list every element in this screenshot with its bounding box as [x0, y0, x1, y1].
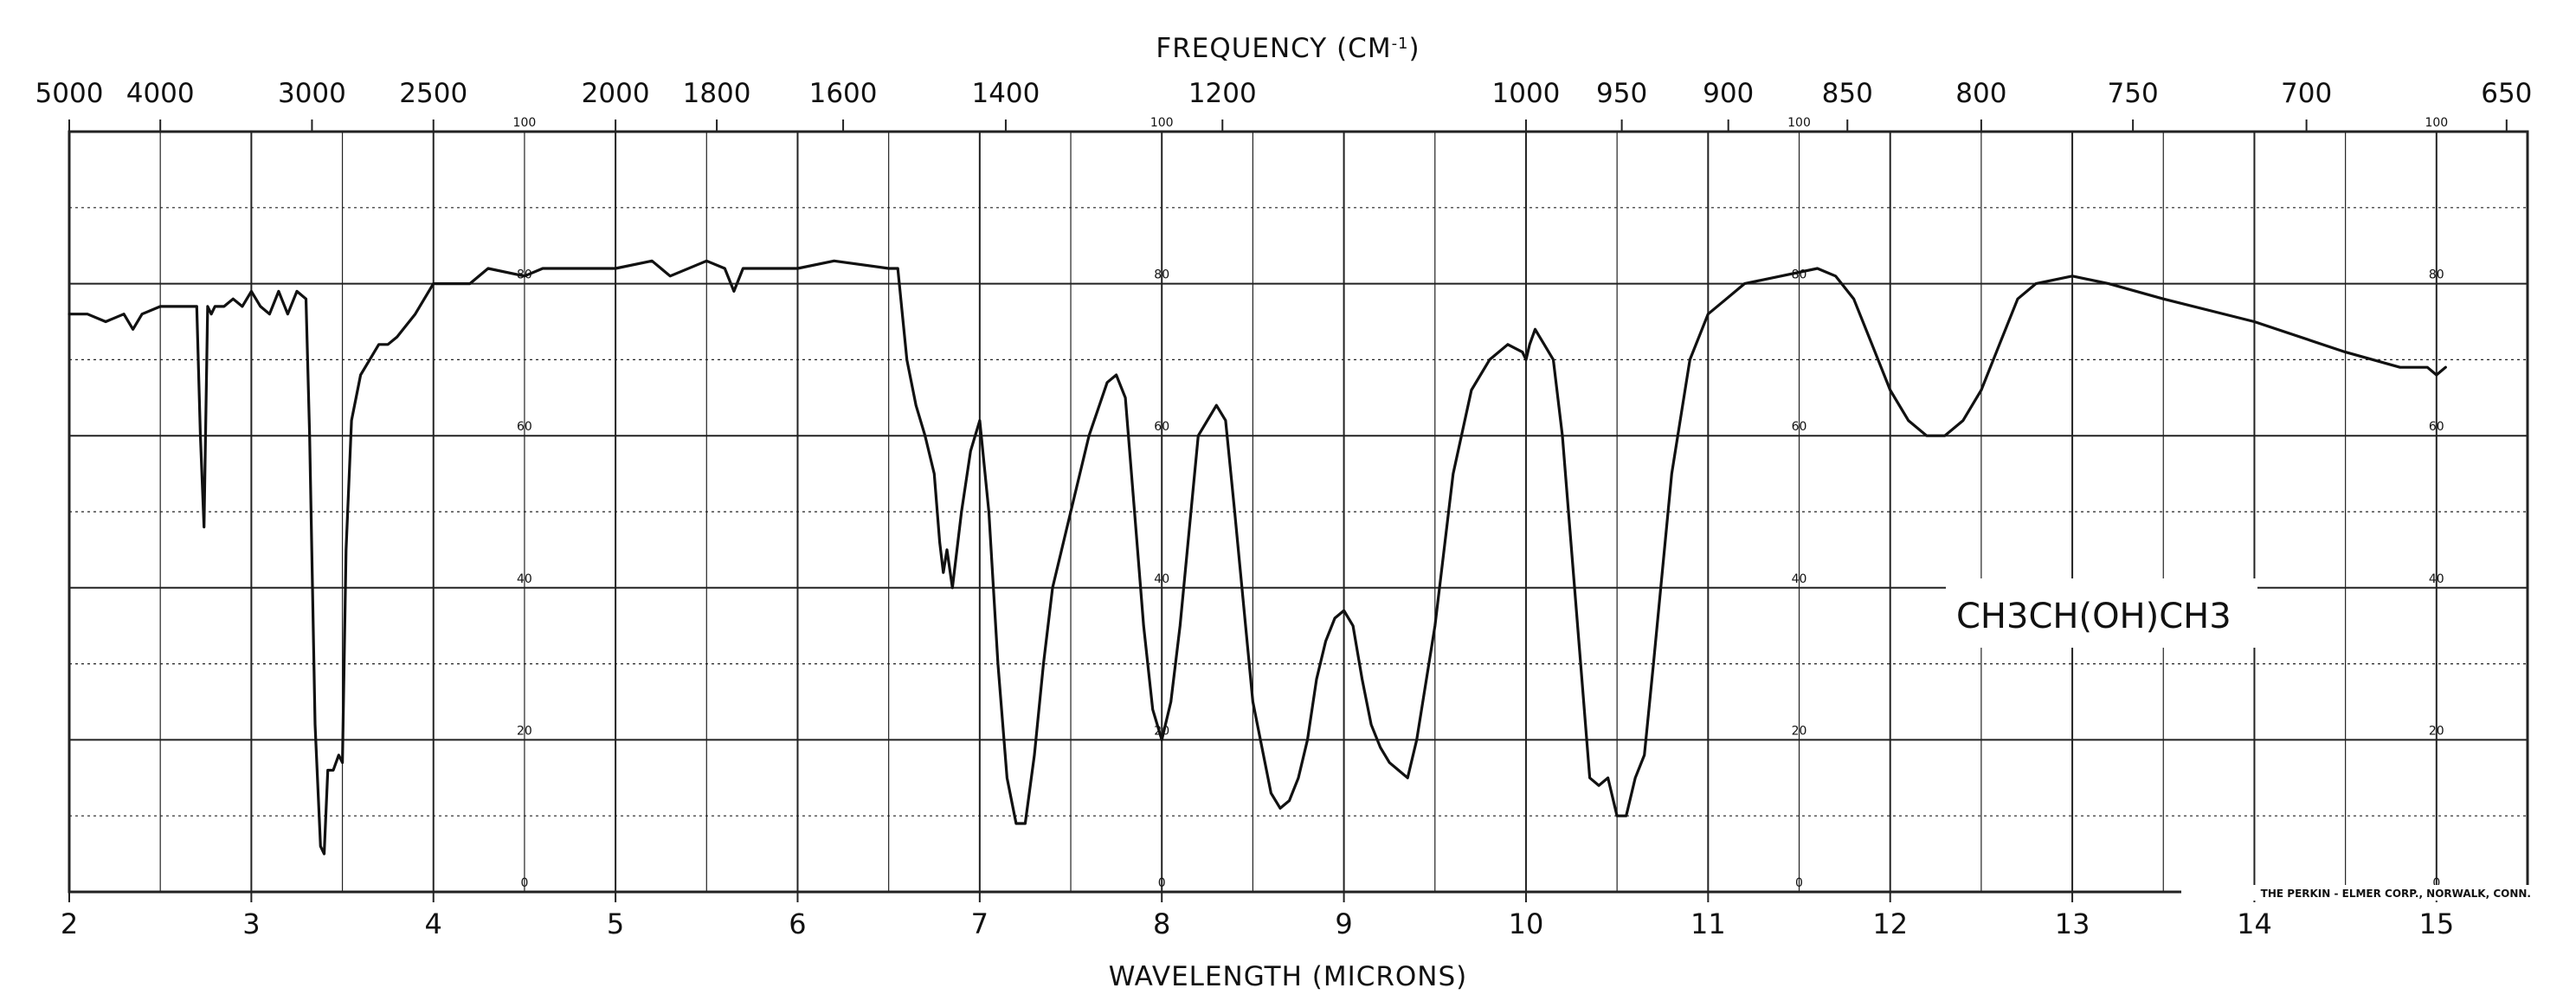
manufacturer-credit: THE PERKIN - ELMER CORP., NORWALK, CONN.	[2261, 888, 2531, 900]
transmittance-label: 0	[520, 876, 528, 890]
transmittance-label-layer: 0204060801000204060801000204060801000204…	[513, 116, 2449, 890]
frequency-tick-label: 2500	[399, 78, 467, 109]
wavelength-tick-label: 15	[2418, 907, 2454, 940]
wavelength-tick-label: 10	[1509, 907, 1544, 940]
transmittance-label: 100	[2425, 116, 2448, 130]
series-layer	[68, 259, 2447, 856]
transmittance-label: 100	[513, 116, 537, 130]
frequency-tick-label: 1800	[683, 78, 751, 109]
frequency-tick-label: 650	[2481, 78, 2532, 109]
wavelength-tick-label: 5	[607, 907, 624, 940]
transmittance-label: 60	[1154, 420, 1169, 434]
transmittance-label: 80	[2429, 268, 2444, 282]
compound-formula: CH3CH(OH)CH3	[1956, 597, 2231, 636]
frequency-tick-label: 4000	[126, 78, 195, 109]
wavelength-tick-label: 4	[425, 907, 442, 940]
transmittance-label: 60	[517, 420, 532, 434]
transmittance-label: 60	[1792, 420, 1807, 434]
frequency-axis: 5000 4000 3000 2500 2000 1800 1600 1400 1200 1000…	[35, 78, 2532, 132]
wavelength-tick-label: 2	[61, 907, 78, 940]
wavelength-tick-label: 3	[242, 907, 260, 940]
transmittance-label: 40	[1154, 572, 1169, 586]
transmittance-label: 0	[1795, 876, 1803, 890]
frequency-tick-label: 1200	[1188, 78, 1257, 109]
wavelength-axis-title: WAVELENGTH (MICRONS)	[1109, 961, 1468, 992]
frequency-tick-label: 850	[1822, 78, 1873, 109]
wavelength-tick-label: 6	[789, 907, 806, 940]
wavelength-tick-label: 14	[2237, 907, 2272, 940]
frequency-tick-label: 5000	[35, 78, 104, 109]
frequency-axis-title: FREQUENCY (CM-1)	[1156, 33, 1420, 64]
transmittance-label: 40	[2429, 572, 2444, 586]
frequency-tick-label: 950	[1596, 78, 1647, 109]
transmittance-label: 40	[517, 572, 532, 586]
transmittance-label: 80	[1154, 268, 1169, 282]
frequency-tick-label: 2000	[582, 78, 650, 109]
wavelength-tick-label: 9	[1335, 907, 1352, 940]
credit-background	[2181, 885, 2534, 901]
transmittance-label: 0	[1158, 876, 1166, 890]
frequency-tick-label: 700	[2281, 78, 2332, 109]
transmittance-label: 20	[517, 724, 532, 738]
frequency-tick-label: 800	[1955, 78, 2006, 109]
frequency-tick-label: 1600	[809, 78, 878, 109]
wavelength-tick-label: 12	[1872, 907, 1908, 940]
transmittance-label: 0	[2432, 876, 2440, 890]
wavelength-axis: 2 3 4 5 6 7 8 9 10 11 12 13 14 15	[61, 892, 2454, 940]
wavelength-tick-label: 8	[1153, 907, 1170, 940]
transmittance-label: 100	[1787, 116, 1811, 130]
frequency-tick-label: 3000	[278, 78, 346, 109]
grid-layer	[68, 130, 2529, 894]
spectrum-line	[68, 259, 2447, 856]
transmittance-label: 60	[2429, 420, 2444, 434]
transmittance-label: 100	[1150, 116, 1174, 130]
frequency-tick-label: 750	[2108, 78, 2159, 109]
formula-background	[1946, 578, 2257, 648]
wavelength-tick-label: 11	[1690, 907, 1726, 940]
frequency-tick-label: 900	[1703, 78, 1754, 109]
transmittance-label: 40	[1792, 572, 1807, 586]
frequency-tick-label: 1000	[1492, 78, 1561, 109]
transmittance-label: 20	[1792, 724, 1807, 738]
frequency-tick-label: 1400	[971, 78, 1040, 109]
wavelength-tick-label: 13	[2055, 907, 2090, 940]
transmittance-label: 20	[2429, 724, 2444, 738]
wavelength-tick-label: 7	[971, 907, 989, 940]
